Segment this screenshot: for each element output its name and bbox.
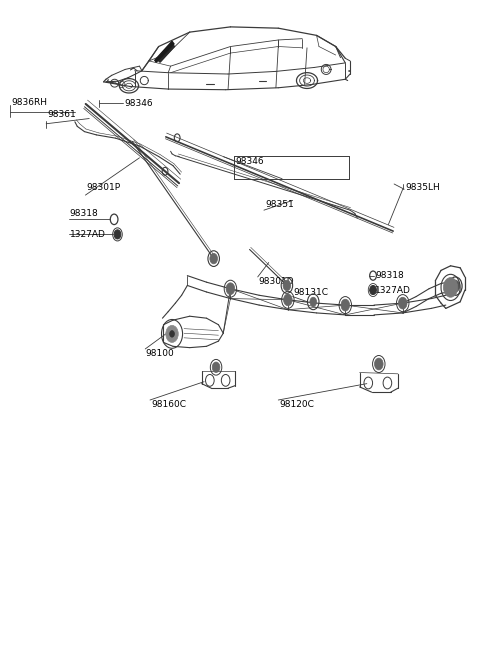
Text: 98346: 98346 bbox=[124, 99, 153, 108]
Text: 98301D: 98301D bbox=[258, 277, 294, 286]
Text: 98318: 98318 bbox=[70, 209, 98, 218]
Text: 98100: 98100 bbox=[146, 349, 174, 358]
Circle shape bbox=[341, 299, 349, 311]
Text: 9835LH: 9835LH bbox=[405, 184, 440, 192]
Text: 9836RH: 9836RH bbox=[11, 98, 47, 107]
Circle shape bbox=[451, 280, 460, 292]
Circle shape bbox=[283, 280, 291, 291]
Circle shape bbox=[374, 358, 383, 370]
Text: 98361: 98361 bbox=[48, 110, 76, 119]
Circle shape bbox=[114, 230, 121, 239]
Polygon shape bbox=[155, 41, 174, 62]
Text: 98318: 98318 bbox=[375, 271, 404, 280]
Circle shape bbox=[284, 294, 292, 306]
Text: 1327AD: 1327AD bbox=[70, 230, 106, 239]
Text: 98346: 98346 bbox=[235, 157, 264, 166]
Text: 98351: 98351 bbox=[265, 200, 294, 209]
Circle shape bbox=[212, 362, 220, 373]
Text: 98301P: 98301P bbox=[86, 183, 120, 192]
Circle shape bbox=[166, 325, 178, 342]
Circle shape bbox=[226, 283, 235, 295]
Text: 1327AD: 1327AD bbox=[375, 285, 411, 295]
Text: 98131C: 98131C bbox=[294, 287, 329, 297]
Polygon shape bbox=[158, 45, 174, 62]
Circle shape bbox=[398, 297, 407, 309]
Circle shape bbox=[310, 297, 317, 306]
Circle shape bbox=[444, 277, 458, 297]
Text: 98120C: 98120C bbox=[279, 400, 314, 409]
Text: 98160C: 98160C bbox=[151, 400, 186, 409]
Circle shape bbox=[210, 253, 217, 264]
Circle shape bbox=[169, 331, 174, 337]
Circle shape bbox=[370, 285, 376, 295]
